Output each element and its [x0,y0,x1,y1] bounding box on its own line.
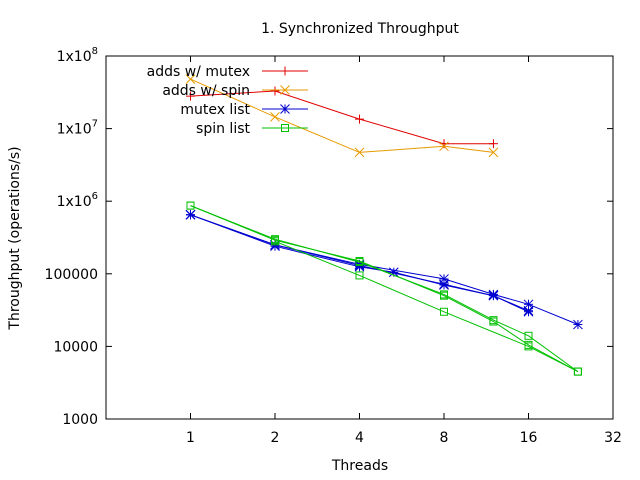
data-point [186,91,195,101]
data-point [185,209,196,220]
data-point [488,147,499,158]
marker-stroke [185,74,196,84]
data-point [281,124,289,132]
y-tick-label: 10000 [53,339,98,355]
data-point [523,306,534,317]
y-tick-label: 100000 [45,267,98,283]
marker-stroke [354,147,365,158]
y-tick-label-base: 1x10 [57,122,92,138]
legend-label: mutex list [180,102,250,118]
data-point [440,307,448,316]
chart-title: 1. Synchronized Throughput [261,21,459,37]
marker-stroke [488,290,499,301]
legend-item: adds w/ mutex [147,64,308,80]
marker-square [186,201,195,210]
marker-stroke [439,280,449,290]
legend: adds w/ mutex adds w/ spin mutex list spin … [147,64,308,137]
data-point [524,342,533,351]
data-point [355,271,364,280]
legend-item: mutex list [180,102,308,118]
marker-square [186,201,195,210]
data-point [355,114,364,124]
y-axis-label: Throughput (operations/s) [7,146,23,330]
series-line [190,205,579,373]
marker-stroke [523,306,534,317]
marker-square [524,342,533,351]
data-point [280,66,290,76]
marker-stroke [280,104,290,114]
x-axis-label: Threads [331,458,388,474]
data-point [573,367,582,376]
marker-stroke [573,319,583,330]
marker-stroke [270,112,280,122]
data-point [270,112,280,122]
marker-square [573,367,582,376]
y-tick-label-base: 1x10 [57,49,92,65]
series-line-run [274,240,579,373]
data-point [524,331,533,340]
data-point [573,367,582,376]
data-point [355,258,364,267]
series-layer [185,74,583,376]
marker-square [281,124,289,132]
data-point [280,85,290,95]
y-tick-label-base: 1x10 [57,194,92,210]
data-point [573,367,582,376]
data-point [489,316,498,325]
data-point [185,74,196,84]
data-point [280,104,290,114]
marker-stroke [439,141,449,152]
marker-stroke [488,147,499,158]
y-tick-label-exp: 8 [92,46,98,57]
data-point [439,280,449,290]
marker-square [355,271,364,280]
data-point [354,147,365,158]
marker-square [573,367,582,376]
data-point [186,201,195,210]
legend-label: spin list [196,121,250,137]
marker-square [440,290,448,299]
x-tick-label: 8 [440,430,449,446]
series-spin-list [186,201,582,376]
y-tick-label: 1x108 [57,46,98,65]
y-tick-label: 1000 [62,412,98,428]
legend-item: spin list [196,121,308,137]
marker-stroke [388,267,399,278]
x-tick-label: 1 [186,430,195,446]
marker-stroke [280,85,290,95]
x-tick-label: 4 [355,430,364,446]
data-point [573,319,583,330]
marker-square [489,316,498,325]
marker-square [573,367,582,376]
y-tick-label: 1x106 [57,191,98,210]
marker-square [524,331,533,340]
marker-square [271,237,279,246]
y-tick-label: 1x107 [57,119,98,138]
legend-item: adds w/ spin [162,83,308,99]
data-point [488,290,499,301]
series-line-run [190,205,579,373]
x-tick-label: 16 [520,430,538,446]
data-point [271,237,279,246]
data-point [186,201,195,210]
marker-stroke [185,209,196,220]
x-tick-label: 32 [604,430,622,446]
data-point [270,86,280,96]
data-point [439,141,449,152]
marker-square [355,258,364,267]
x-tick-label: 2 [271,430,280,446]
series-adds-w-spin [185,74,499,158]
y-tick-label-exp: 7 [92,119,98,130]
marker-square [440,307,448,316]
legend-label: adds w/ spin [162,83,250,99]
legend-label: adds w/ mutex [147,64,250,80]
data-point [488,139,498,149]
data-point [440,290,448,299]
y-tick-label-exp: 6 [92,191,98,202]
